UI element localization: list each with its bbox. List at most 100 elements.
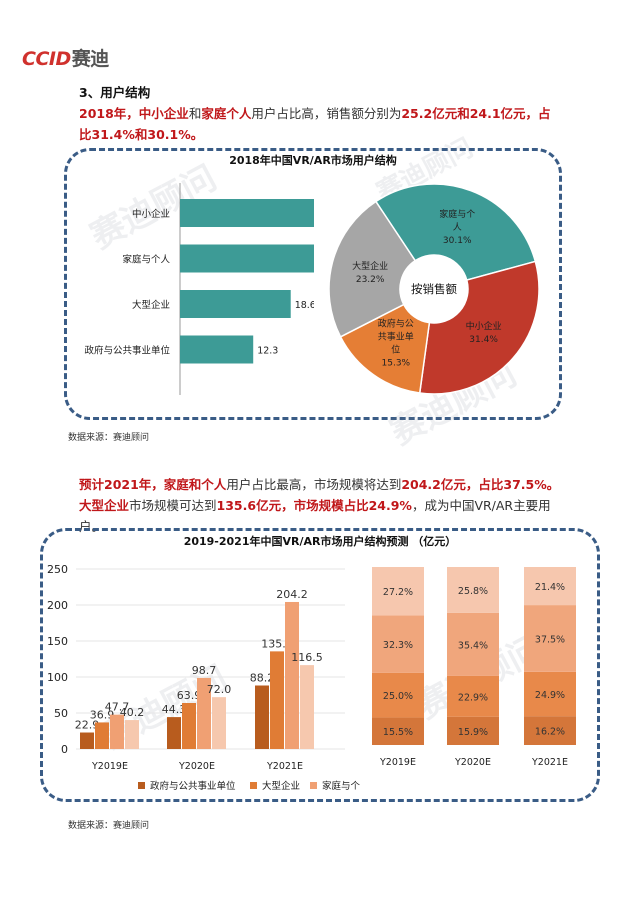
gbar-value-label: 88.2 (250, 671, 275, 684)
p2-year: 预计2021年， (79, 477, 164, 492)
donut-slice-pct-label: 23.2% (356, 275, 385, 285)
gbar-y-tick-label: 250 (47, 563, 68, 576)
sbar-pct-label: 22.9% (458, 692, 488, 703)
hbar-value-label: 18.6 (295, 300, 314, 311)
gbar-bar (125, 720, 139, 749)
hbar-category-label: 中小企业 (132, 208, 170, 220)
chart1-title: 2018年中国VR/AR市场用户结构 (229, 154, 397, 167)
gbar-bar (110, 714, 124, 749)
sbar-pct-label: 15.5% (383, 727, 413, 738)
gbar-bar (182, 702, 196, 749)
summary-paragraph-2021: 预计2021年，家庭和个人用户占比最高，市场规模将达到204.2亿元，占比37.… (79, 474, 569, 537)
gbar-y-tick-label: 200 (47, 599, 68, 612)
gbar-bar (300, 665, 314, 749)
gbar-value-label: 44.3 (162, 703, 187, 716)
p2-figures1: 204.2亿元，占比37.5%。大型企业 (79, 477, 560, 513)
gbar-value-label: 98.7 (192, 664, 217, 677)
donut-slice (418, 260, 540, 395)
gbar-y-tick-label: 0 (61, 743, 68, 756)
p1-sme: 中小企业 (138, 106, 189, 121)
chart-frame-2018 (64, 148, 562, 420)
p1-family: 家庭个人 (201, 106, 252, 121)
chart-frame-forecast (40, 528, 600, 802)
sbar-pct-label: 27.2% (383, 587, 413, 598)
donut-slice-name-label: 大型企业 (352, 260, 388, 272)
p1-and: 和 (188, 106, 202, 121)
sbar-segment (372, 717, 424, 745)
p2-family: 家庭和个人 (163, 477, 227, 492)
hbar-bar (180, 335, 254, 364)
hbar-category-label: 家庭与个人 (122, 254, 170, 266)
legend-label: 政府与公共事业单位 (150, 780, 236, 792)
gbar-value-label: 204.2 (276, 588, 308, 601)
p1-figures: 25.2亿元和24.1亿元，占比31.4%和30.1%。 (79, 106, 551, 142)
sbar-segment (524, 605, 576, 672)
gbar-value-label: 36.9 (90, 708, 115, 721)
legend-item: 政府与公共事业单位 (138, 780, 236, 792)
gbar-bar (270, 651, 284, 749)
gbar-bar (212, 697, 226, 749)
data-source-1: 数据来源：赛迪顾问 (68, 433, 150, 443)
legend-item: 家庭与个人 (310, 780, 360, 792)
gbar-category-label: Y2021E (266, 761, 303, 772)
sbar-segment (524, 567, 576, 606)
donut-slice-pct-label: 15.3% (382, 358, 411, 368)
donut-slice-name-label: 共事业单 (378, 330, 414, 342)
logo-cn: 赛迪 (71, 48, 110, 70)
gbar-y-tick-label: 50 (54, 707, 68, 720)
donut-slice-name-label: 中小企业 (466, 320, 502, 332)
sbar-segment (447, 716, 499, 745)
sbar-category-label: Y2021E (531, 757, 568, 768)
gbar-value-label: 116.5 (291, 651, 323, 664)
gbar-bar (167, 717, 181, 749)
section-title: 3、用户结构 (79, 85, 151, 100)
sbar-pct-label: 25.0% (383, 691, 413, 702)
sbar-pct-label: 35.4% (458, 640, 488, 651)
p2-text2: 市场规模可达到 (129, 498, 217, 513)
sbar-pct-label: 37.5% (535, 634, 565, 645)
gbar-category-label: Y2020E (178, 761, 215, 772)
sbar-segment (447, 567, 499, 613)
donut-slice-pct-label: 31.4% (469, 335, 498, 345)
gbar-value-label: 40.2 (120, 706, 145, 719)
hbar-value-label: 12.3 (257, 346, 278, 357)
sbar-category-label: Y2020E (454, 757, 491, 768)
donut-slice-name-label: 人 (453, 222, 462, 233)
donut-slice-pct-label: 30.1% (443, 236, 472, 246)
gbar-bar (80, 732, 94, 749)
legend-swatch (250, 782, 257, 789)
donut-slice (339, 303, 431, 394)
chart2-title: 2019-2021年中国VR/AR市场用户结构预测 （亿元） (183, 535, 457, 548)
hbar-bar (180, 199, 314, 227)
sbar-segment (372, 567, 424, 616)
gbar-bar (95, 722, 109, 749)
gbar-value-label: 22.9 (75, 719, 100, 732)
legend-item: 大型企业 (250, 780, 300, 792)
hbar-category-label: 政府与公共事业单位 (84, 345, 170, 357)
sbar-pct-label: 24.9% (535, 690, 565, 701)
gbar-category-label: Y2019E (91, 761, 128, 772)
sbar-segment (524, 671, 576, 717)
data-source-2: 数据来源：赛迪顾问 (68, 821, 150, 831)
sbar-category-label: Y2019E (379, 757, 416, 768)
donut-slice (374, 183, 537, 281)
summary-paragraph-2018: 2018年，中小企业和家庭个人用户占比高，销售额分别为25.2亿元和24.1亿元… (79, 103, 559, 145)
legend-label: 家庭与个人 (322, 780, 360, 792)
sbar-segment (524, 716, 576, 745)
ccid-logo: CCID赛迪 (22, 44, 109, 71)
gbar-bar (197, 677, 211, 749)
sbar-pct-label: 25.8% (458, 586, 488, 597)
legend-label: 大型企业 (262, 780, 300, 792)
p1-text: 用户占比高，销售额分别为 (251, 106, 402, 121)
donut-slice-name-label: 政府与公 (378, 317, 414, 329)
hbar-bar (180, 290, 291, 318)
gbar-bar (255, 685, 269, 749)
gbar-bar (285, 601, 299, 749)
p2-figures2: 135.6亿元，市场规模占比24.9% (216, 498, 412, 513)
sbar-pct-label: 16.2% (535, 727, 565, 738)
logo-en: CCID (22, 48, 71, 70)
sbar-pct-label: 32.3% (383, 640, 413, 651)
gbar-value-label: 63.9 (177, 689, 202, 702)
gbar-value-label: 72.0 (207, 683, 232, 696)
